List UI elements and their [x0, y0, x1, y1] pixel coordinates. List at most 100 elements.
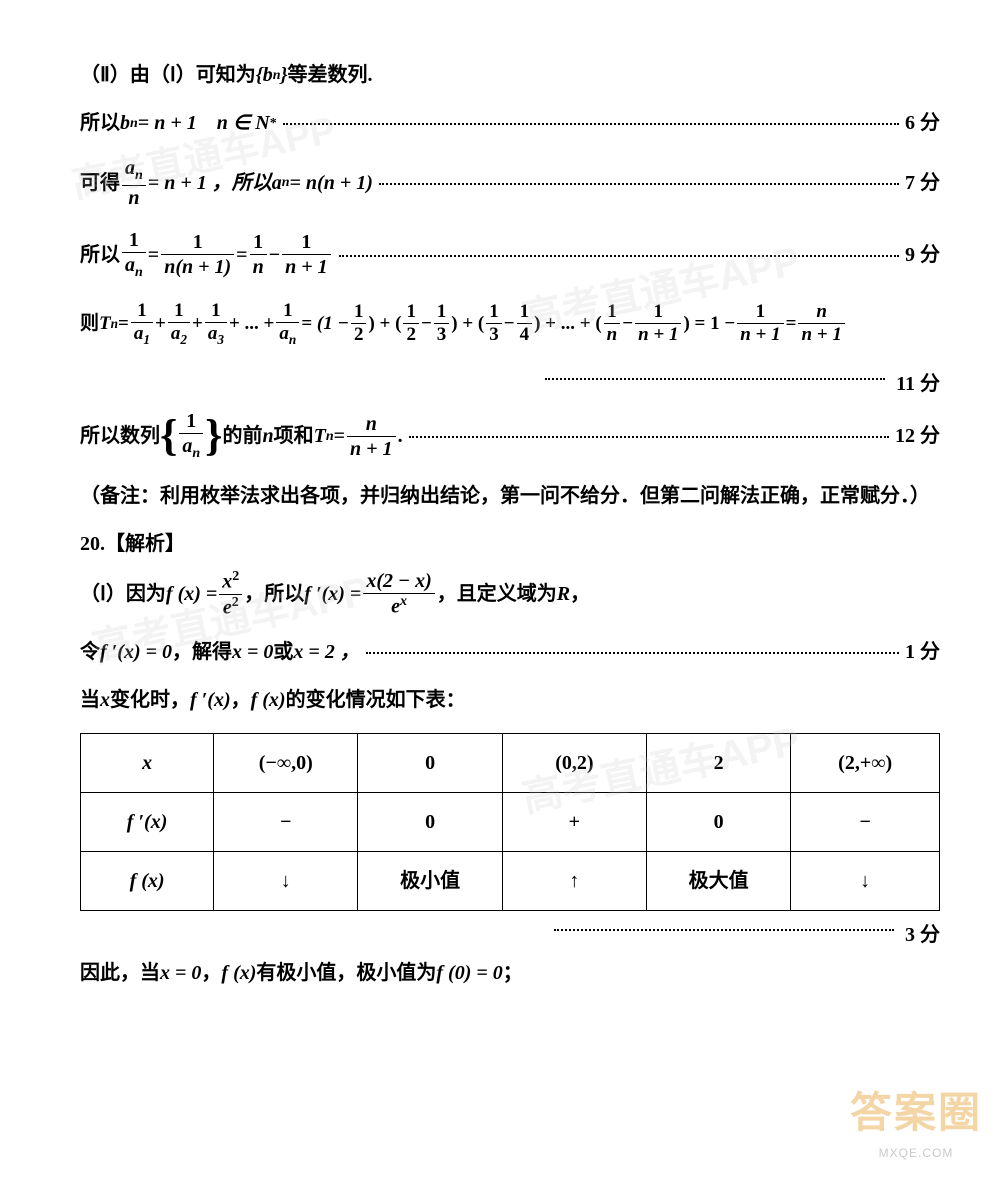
minus-2: − [421, 310, 432, 339]
l2-a-sub: n [282, 172, 290, 193]
cell: (−∞,0) [214, 734, 358, 793]
p1-pre: （Ⅰ）因为 [80, 579, 166, 609]
table-row-f: f (x) ↓ 极小值 ↑ 极大值 ↓ [81, 852, 940, 911]
p2l-num: 1 [403, 301, 419, 325]
p1-R: R [557, 579, 570, 609]
seq-b: b [263, 60, 273, 90]
cell: 极小值 [358, 852, 502, 911]
seq-brace-l: { [256, 60, 263, 90]
l1-n: n ∈ N [217, 108, 270, 138]
p3l-num: 1 [486, 301, 502, 325]
p3r-den: 4 [517, 324, 533, 347]
p2-pts: 1 分 [905, 637, 940, 667]
a2-sub: 2 [180, 332, 187, 347]
l4-p3r: ) + ... + ( [534, 310, 602, 339]
pnr-den: n + 1 [635, 324, 681, 347]
seq-sub: n [273, 65, 281, 86]
l2-num-sub: n [135, 168, 143, 183]
l1-sup: * [270, 113, 277, 134]
a2: a [171, 323, 181, 344]
table-row-fprime: f ′(x) − 0 + 0 − [81, 793, 940, 852]
l5-pts: 12 分 [895, 421, 940, 451]
logo-watermark: 答案圈 MXQE.COM [850, 1081, 982, 1162]
cell: f (x) [81, 852, 214, 911]
l1-pts: 6 分 [905, 108, 940, 138]
cell: − [791, 793, 940, 852]
p1-fn-s: 2 [232, 569, 239, 584]
cell: 0 [358, 793, 502, 852]
p1-fpd-s: x [400, 594, 407, 609]
l2-mid: = n + 1 ，所以 [148, 168, 272, 198]
pnr-num: 1 [635, 301, 681, 325]
last-mid2: 有极小值，极小值为 [256, 958, 436, 988]
table-row-x: x (−∞,0) 0 (0,2) 2 (2,+∞) [81, 734, 940, 793]
l1-sub: n [130, 113, 138, 134]
p1-tail2: ， [570, 579, 590, 609]
res2-num: n [798, 301, 844, 325]
p1-fn: x [222, 571, 232, 593]
cell: 0 [647, 793, 791, 852]
cell: f ′(x) [81, 793, 214, 852]
h-num: 1 [351, 301, 367, 325]
p3-x: x [100, 685, 110, 715]
line-bn: 所以 bn = n + 1 n ∈ N* 6 分 [80, 108, 940, 138]
minus-n: − [622, 310, 633, 339]
l3-pre: 所以 [80, 240, 120, 270]
l4-p1r: ) + ( [368, 310, 401, 339]
l3-f3-den: n [250, 255, 267, 279]
logo-small: MXQE.COM [850, 1144, 982, 1162]
l4-pn-r: ) = 1 − [683, 310, 735, 339]
minus-3: − [504, 310, 515, 339]
p1-fd: e [223, 596, 232, 618]
cell: ↓ [214, 852, 358, 911]
cell: (0,2) [502, 734, 646, 793]
an-sub: n [289, 332, 296, 347]
dots-leader [283, 111, 899, 125]
big-brace-r: } [205, 418, 222, 453]
title-pre: （Ⅱ）由（Ⅰ）可知为 [80, 60, 256, 90]
cell: ↓ [791, 852, 940, 911]
last-pre: 因此，当 [80, 958, 160, 988]
p1-line: （Ⅰ）因为 f (x) = x2e2 ，所以 f ′(x) = x(2 − x)… [80, 569, 940, 619]
l1-pre: 所以 [80, 108, 120, 138]
res2-den: n + 1 [798, 324, 844, 347]
l2-pts: 7 分 [905, 168, 940, 198]
p2-x2: x = 2 ， [293, 637, 359, 667]
a1: a [134, 323, 144, 344]
dots-ell: + ... + [229, 310, 274, 339]
line-partial-frac: 所以 1an = 1n(n + 1) = 1n − 1n + 1 9 分 [80, 228, 940, 282]
line-final-tn: 所以数列 { 1an } 的前 n 项和 Tn = nn + 1 . 12 分 [80, 409, 940, 463]
l4-eq: = [118, 310, 129, 339]
l4-T: T [99, 310, 111, 339]
p2-mid: ，解得 [172, 637, 232, 667]
p3-mid: 变化时， [110, 685, 190, 715]
section-2-title: （Ⅱ）由（Ⅰ）可知为 {bn} 等差数列. [80, 60, 940, 90]
l3-eq2: = [236, 240, 247, 270]
l5-res-num: n [347, 412, 396, 437]
l4-pts-row: 11 分 [80, 366, 940, 399]
big-brace-l: { [160, 418, 177, 453]
variation-table: x (−∞,0) 0 (0,2) 2 (2,+∞) f ′(x) − 0 + 0… [80, 733, 940, 911]
pnl-den: n [604, 324, 621, 347]
l2-pre: 可得 [80, 168, 120, 198]
l3-f4-num: 1 [282, 230, 331, 255]
tbl-pts-row: 3 分 [80, 917, 940, 950]
note-remark: （备注：利用枚举法求出各项，并归纳出结论，第一问不给分．但第二问解法正确，正常赋… [80, 481, 940, 511]
l5-pre: 所以数列 [80, 421, 160, 451]
l4-eq3: = [786, 310, 797, 339]
p1-f: f (x) = [166, 579, 217, 609]
l3-eq1: = [148, 240, 159, 270]
l4-T-sub: n [111, 314, 118, 334]
p3-f: f (x) [251, 685, 286, 715]
l4-p2r: ) + ( [451, 310, 484, 339]
cell: x [81, 734, 214, 793]
p2-body: f ′(x) = 0 [100, 637, 172, 667]
l1-b: b [120, 108, 130, 138]
l3-f2-den: n(n + 1) [161, 255, 234, 279]
res1-num: 1 [737, 301, 783, 325]
p1-fp: f ′(x) = [304, 579, 361, 609]
l5-in-den-a: a [182, 435, 192, 457]
l1-eq: = n + 1 [138, 108, 197, 138]
l5-in-num: 1 [179, 409, 203, 434]
l3-f1-den-sub: n [135, 265, 143, 280]
